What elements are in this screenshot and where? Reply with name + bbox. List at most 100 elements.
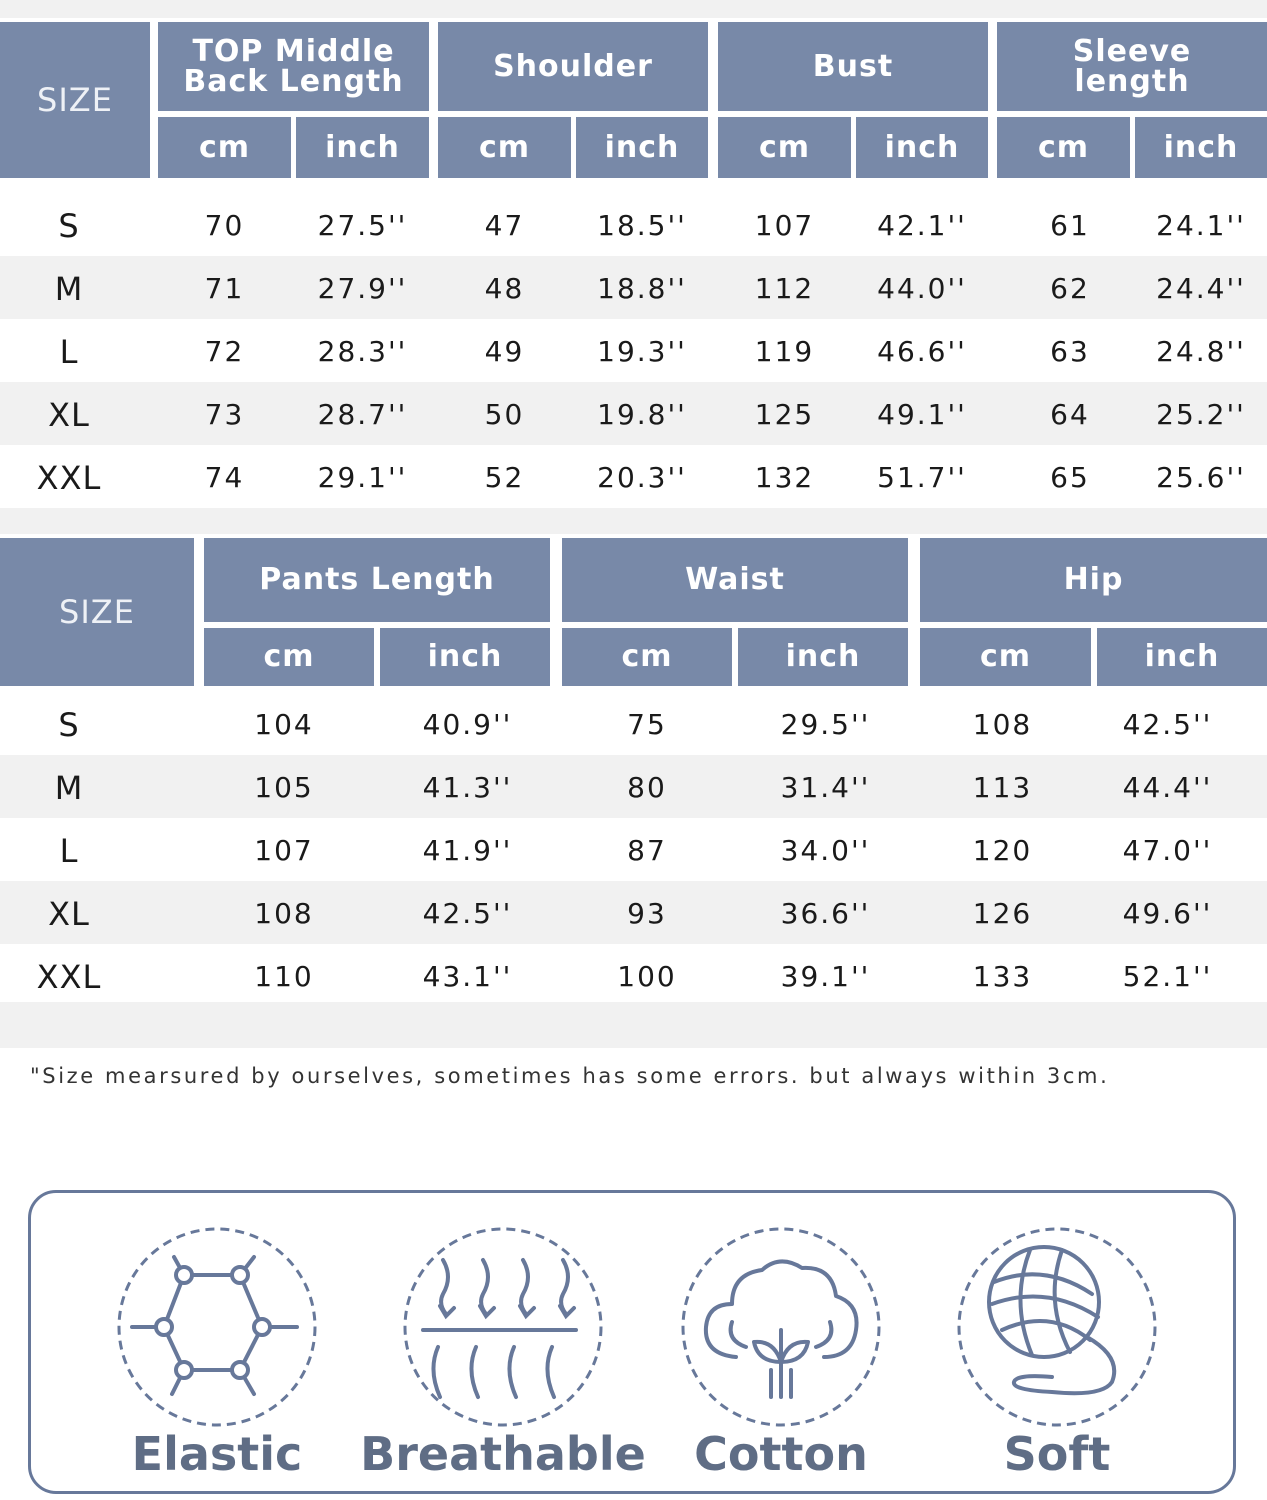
value-cell: 42.5'' — [422, 897, 513, 930]
value-cell: 36.6'' — [780, 897, 871, 930]
feature-cotton: Cotton — [676, 1222, 886, 1492]
value-cell: 19.8'' — [597, 398, 687, 431]
size-cell: XXL — [36, 958, 102, 996]
value-cell: 39.1'' — [780, 960, 871, 993]
size-cell: S — [58, 706, 80, 744]
value-cell: 27.9'' — [317, 272, 408, 305]
bottom-size-header: SIZE — [0, 538, 194, 686]
value-cell: 51.7'' — [877, 461, 967, 494]
bottom-unit-header: inch — [738, 628, 908, 686]
table-row: XL 108 42.5'' 93 36.6'' 126 49.6'' — [0, 881, 1267, 944]
bottom-unit-header: cm — [204, 628, 374, 686]
top-col-title: Bust — [718, 22, 988, 111]
size-cell: XL — [48, 396, 90, 434]
value-cell: 28.3'' — [317, 335, 408, 368]
value-cell: 46.6'' — [877, 335, 967, 368]
value-cell: 41.3'' — [422, 771, 513, 804]
value-cell: 64 — [1050, 398, 1090, 431]
value-cell: 105 — [254, 771, 314, 804]
value-cell: 49.6'' — [1122, 897, 1213, 930]
value-cell: 80 — [627, 771, 667, 804]
value-cell: 61 — [1050, 209, 1090, 242]
value-cell: 44.0'' — [877, 272, 967, 305]
value-cell: 40.9'' — [422, 708, 513, 741]
table-row: XXL 110 43.1'' 100 39.1'' 133 52.1'' — [0, 944, 1267, 1007]
value-cell: 107 — [754, 209, 815, 242]
value-cell: 47 — [484, 209, 525, 242]
top-unit-header: inch — [856, 117, 988, 178]
value-cell: 24.4'' — [1156, 272, 1246, 305]
value-cell: 72 — [204, 335, 245, 368]
top-unit-header: cm — [438, 117, 571, 178]
top-col-title-line: length — [1074, 63, 1190, 99]
top-col-title-line: Back Length — [183, 63, 404, 99]
value-cell: 132 — [754, 461, 815, 494]
top-col-title: Sleeve length — [997, 22, 1267, 111]
value-cell: 100 — [617, 960, 677, 993]
value-cell: 25.2'' — [1156, 398, 1246, 431]
value-cell: 49 — [484, 335, 525, 368]
size-cell: S — [58, 207, 80, 245]
value-cell: 28.7'' — [317, 398, 408, 431]
value-cell: 31.4'' — [780, 771, 871, 804]
table-row: XXL 74 29.1'' 52 20.3'' 132 51.7'' 65 25.6'' — [0, 445, 1267, 508]
cotton-flower-icon — [681, 1227, 881, 1427]
value-cell: 18.8'' — [597, 272, 687, 305]
value-cell: 20.3'' — [597, 461, 687, 494]
value-cell: 133 — [972, 960, 1033, 993]
bottom-unit-header: cm — [920, 628, 1091, 686]
table-row: M 71 27.9'' 48 18.8'' 112 44.0'' 62 24.4'' — [0, 256, 1267, 319]
top-col-title-line: Sleeve — [1072, 33, 1192, 69]
table-row: S 70 27.5'' 47 18.5'' 107 42.1'' 61 24.1'' — [0, 193, 1267, 256]
table-row: L 72 28.3'' 49 19.3'' 119 46.6'' 63 24.8'' — [0, 319, 1267, 382]
top-unit-header: inch — [296, 117, 429, 178]
value-cell: 112 — [754, 272, 815, 305]
value-cell: 73 — [204, 398, 245, 431]
value-cell: 44.4'' — [1122, 771, 1213, 804]
value-cell: 125 — [754, 398, 815, 431]
size-cell: M — [54, 769, 84, 807]
value-cell: 75 — [627, 708, 667, 741]
top-col-title-line: TOP Middle — [192, 33, 395, 69]
value-cell: 34.0'' — [780, 834, 871, 867]
table-row: S 104 40.9'' 75 29.5'' 108 42.5'' — [0, 692, 1267, 755]
size-cell: L — [59, 333, 79, 371]
table-row: M 105 41.3'' 80 31.4'' 113 44.4'' — [0, 755, 1267, 818]
value-cell: 48 — [484, 272, 525, 305]
value-cell: 25.6'' — [1156, 461, 1246, 494]
feature-label: Soft — [1003, 1427, 1111, 1481]
value-cell: 19.3'' — [597, 335, 687, 368]
value-cell: 65 — [1050, 461, 1090, 494]
value-cell: 49.1'' — [877, 398, 967, 431]
top-unit-header: cm — [158, 117, 291, 178]
size-cell: L — [59, 832, 79, 870]
top-unit-header: cm — [718, 117, 851, 178]
top-unit-header: cm — [997, 117, 1130, 178]
top-col-title: Shoulder — [438, 22, 708, 111]
value-cell: 108 — [254, 897, 314, 930]
value-cell: 113 — [972, 771, 1033, 804]
size-cell: M — [54, 270, 84, 308]
value-cell: 42.5'' — [1122, 708, 1213, 741]
value-cell: 110 — [254, 960, 314, 993]
bottom-unit-header: inch — [380, 628, 550, 686]
features-panel — [28, 1190, 1236, 1494]
value-cell: 41.9'' — [422, 834, 513, 867]
value-cell: 104 — [254, 708, 314, 741]
value-cell: 52.1'' — [1122, 960, 1213, 993]
bottom-col-title: Waist — [562, 538, 908, 622]
value-cell: 74 — [204, 461, 245, 494]
table-row: XL 73 28.7'' 50 19.8'' 125 49.1'' 64 25.2'' — [0, 382, 1267, 445]
feature-label: Elastic — [131, 1427, 303, 1481]
value-cell: 120 — [972, 834, 1033, 867]
value-cell: 18.5'' — [597, 209, 687, 242]
feature-elastic: Elastic — [112, 1222, 322, 1492]
feature-soft: Soft — [952, 1222, 1162, 1492]
value-cell: 126 — [972, 897, 1033, 930]
value-cell: 52 — [484, 461, 525, 494]
value-cell: 119 — [754, 335, 815, 368]
bottom-col-title: Pants Length — [204, 538, 550, 622]
hexagon-network-icon — [117, 1227, 317, 1427]
value-cell: 47.0'' — [1122, 834, 1213, 867]
bottom-unit-header: cm — [562, 628, 732, 686]
